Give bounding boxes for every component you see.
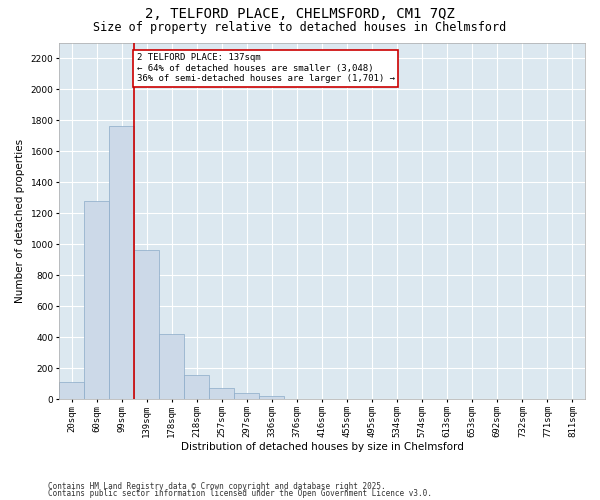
Bar xyxy=(84,200,109,399)
Text: 2 TELFORD PLACE: 137sqm
← 64% of detached houses are smaller (3,048)
36% of semi: 2 TELFORD PLACE: 137sqm ← 64% of detache… xyxy=(137,54,395,83)
Bar xyxy=(109,126,134,399)
Bar xyxy=(259,396,284,399)
Bar xyxy=(235,393,259,399)
Y-axis label: Number of detached properties: Number of detached properties xyxy=(15,139,25,303)
Bar xyxy=(209,388,235,399)
Text: Contains HM Land Registry data © Crown copyright and database right 2025.: Contains HM Land Registry data © Crown c… xyxy=(48,482,386,491)
Text: Size of property relative to detached houses in Chelmsford: Size of property relative to detached ho… xyxy=(94,21,506,34)
Text: Contains public sector information licensed under the Open Government Licence v3: Contains public sector information licen… xyxy=(48,490,432,498)
Bar xyxy=(59,382,84,399)
Bar xyxy=(159,334,184,399)
Bar xyxy=(134,250,159,399)
Text: 2, TELFORD PLACE, CHELMSFORD, CM1 7QZ: 2, TELFORD PLACE, CHELMSFORD, CM1 7QZ xyxy=(145,8,455,22)
Bar xyxy=(184,375,209,399)
X-axis label: Distribution of detached houses by size in Chelmsford: Distribution of detached houses by size … xyxy=(181,442,463,452)
